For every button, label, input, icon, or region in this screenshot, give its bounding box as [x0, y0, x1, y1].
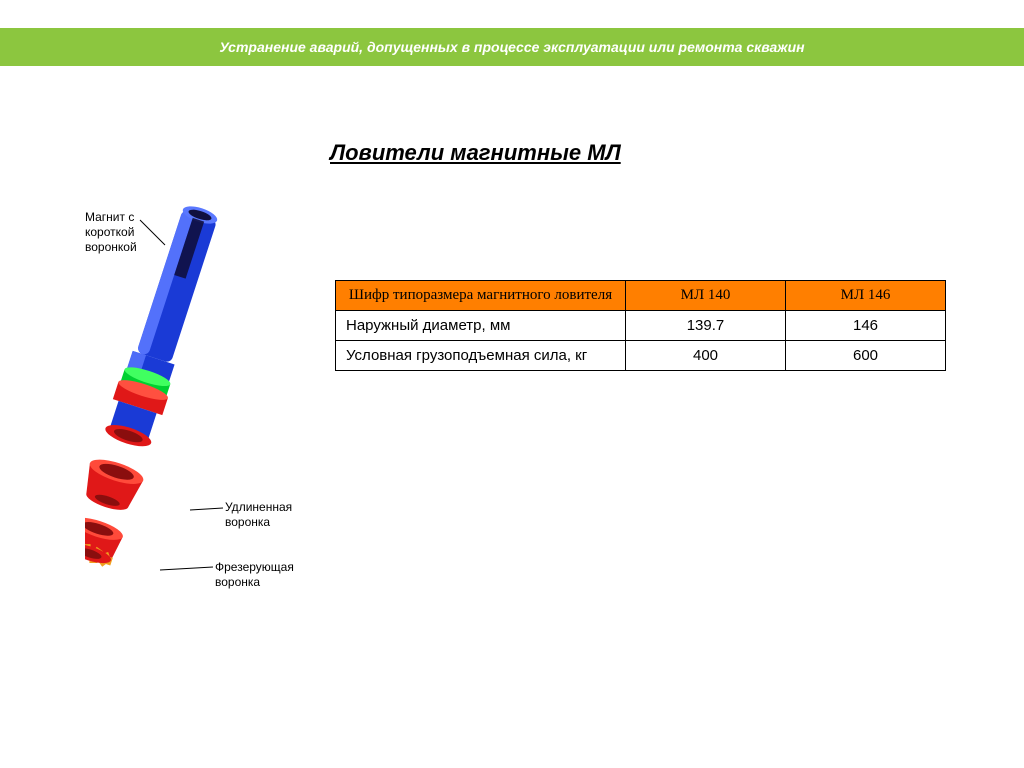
diagram-callout-1: Удлиненнаяворонка	[225, 500, 292, 530]
page-title: Ловители магнитные МЛ	[330, 140, 621, 166]
diagram-svg	[85, 195, 295, 610]
diagram-callout-2: Фрезерующаяворонка	[215, 560, 294, 590]
callout-line-text: короткой	[85, 225, 137, 240]
callout-line-text: воронкой	[85, 240, 137, 255]
header-banner-text: Устранение аварий, допущенных в процессе…	[219, 39, 804, 55]
spec-table: Шифр типоразмера магнитного ловителя МЛ …	[335, 280, 946, 371]
row-value: 146	[786, 311, 946, 341]
row-label: Условная грузоподъемная сила, кг	[336, 341, 626, 371]
spec-header-0: Шифр типоразмера магнитного ловителя	[336, 281, 626, 311]
magnetic-catcher-diagram: Магнит скороткойворонкойУдлиненнаяворонк…	[85, 195, 295, 610]
table-row: Условная грузоподъемная сила, кг400600	[336, 341, 946, 371]
table-row: Наружный диаметр, мм139.7146	[336, 311, 946, 341]
spec-table-header-row: Шифр типоразмера магнитного ловителя МЛ …	[336, 281, 946, 311]
callout-line-text: воронка	[215, 575, 294, 590]
callout-line-text: Фрезерующая	[215, 560, 294, 575]
spec-header-1: МЛ 140	[626, 281, 786, 311]
callout-line-text: воронка	[225, 515, 292, 530]
callout-line-text: Магнит с	[85, 210, 137, 225]
row-value: 400	[626, 341, 786, 371]
callout-line-text: Удлиненная	[225, 500, 292, 515]
spec-header-2: МЛ 146	[786, 281, 946, 311]
page-title-text: Ловители магнитные МЛ	[330, 140, 621, 165]
header-banner: Устранение аварий, допущенных в процессе…	[0, 28, 1024, 66]
row-value: 600	[786, 341, 946, 371]
diagram-callout-0: Магнит скороткойворонкой	[85, 210, 137, 255]
row-label: Наружный диаметр, мм	[336, 311, 626, 341]
row-value: 139.7	[626, 311, 786, 341]
